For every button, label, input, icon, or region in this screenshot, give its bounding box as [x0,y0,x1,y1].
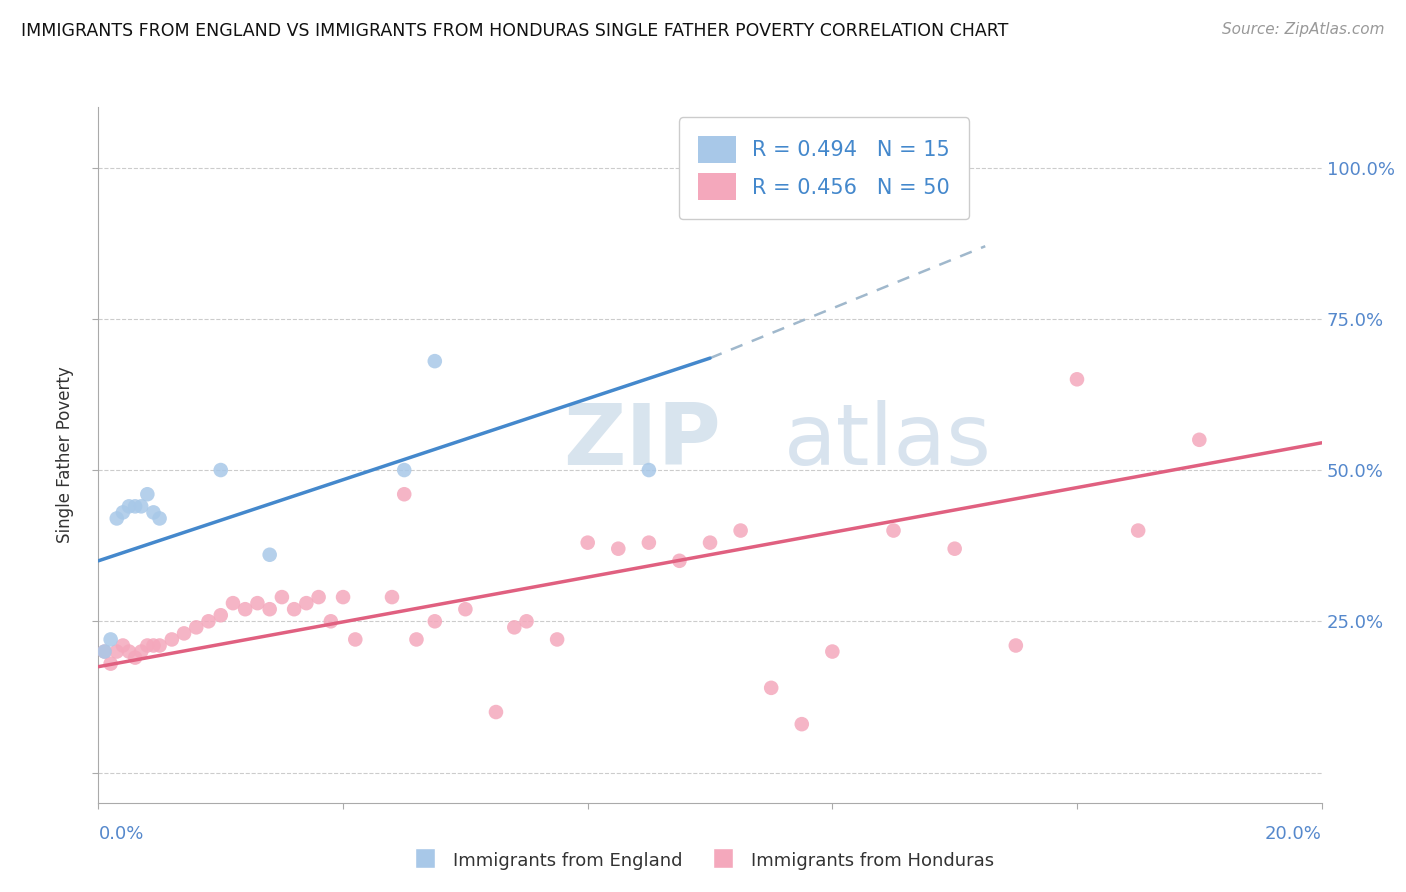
Point [607,541,630,556]
Point [270,590,292,604]
Text: ZIP: ZIP [564,400,721,483]
Point [149,511,172,525]
Point [516,615,538,629]
Text: 20.0%: 20.0% [1265,825,1322,843]
Point [1128,524,1150,538]
Point [883,524,905,538]
Point [576,535,599,549]
Point [209,608,232,623]
Point [503,620,526,634]
Point [136,639,159,653]
Point [136,487,159,501]
Point [129,500,152,514]
Point [160,632,183,647]
Point [118,644,141,658]
Point [423,615,446,629]
Point [93,644,115,658]
Point [105,644,128,658]
Point [821,644,844,658]
Point [730,524,752,538]
Point [392,487,416,501]
Point [637,535,661,549]
Point [668,554,690,568]
Point [129,644,152,658]
Point [246,596,269,610]
Point [344,632,367,647]
Point [173,626,195,640]
Point [105,511,128,525]
Point [142,639,165,653]
Point [637,463,661,477]
Text: atlas: atlas [783,400,991,483]
Point [423,354,446,368]
Point [308,590,330,604]
Point [259,602,281,616]
Point [1066,372,1088,386]
Point [546,632,568,647]
Point [295,596,318,610]
Point [259,548,281,562]
Point [283,602,305,616]
Point [319,615,342,629]
Point [118,500,141,514]
Point [392,463,416,477]
Point [759,681,782,695]
Legend: Immigrants from England, Immigrants from Honduras: Immigrants from England, Immigrants from… [405,842,1001,879]
Point [405,632,427,647]
Legend: R = 0.494   N = 15, R = 0.456   N = 50: R = 0.494 N = 15, R = 0.456 N = 50 [679,118,969,219]
Point [111,639,134,653]
Point [1004,639,1026,653]
Point [485,705,508,719]
Y-axis label: Single Father Poverty: Single Father Poverty [56,367,75,543]
Point [699,535,721,549]
Point [100,632,122,647]
Point [100,657,122,671]
Point [332,590,354,604]
Point [381,590,404,604]
Text: IMMIGRANTS FROM ENGLAND VS IMMIGRANTS FROM HONDURAS SINGLE FATHER POVERTY CORREL: IMMIGRANTS FROM ENGLAND VS IMMIGRANTS FR… [21,22,1008,40]
Point [111,505,134,519]
Text: 0.0%: 0.0% [98,825,143,843]
Point [124,650,146,665]
Point [142,505,165,519]
Point [790,717,813,731]
Point [454,602,477,616]
Text: Source: ZipAtlas.com: Source: ZipAtlas.com [1222,22,1385,37]
Point [233,602,256,616]
Point [149,639,172,653]
Point [93,644,115,658]
Point [943,541,966,556]
Point [124,500,146,514]
Point [222,596,245,610]
Point [1188,433,1211,447]
Point [209,463,232,477]
Point [197,615,219,629]
Point [186,620,208,634]
